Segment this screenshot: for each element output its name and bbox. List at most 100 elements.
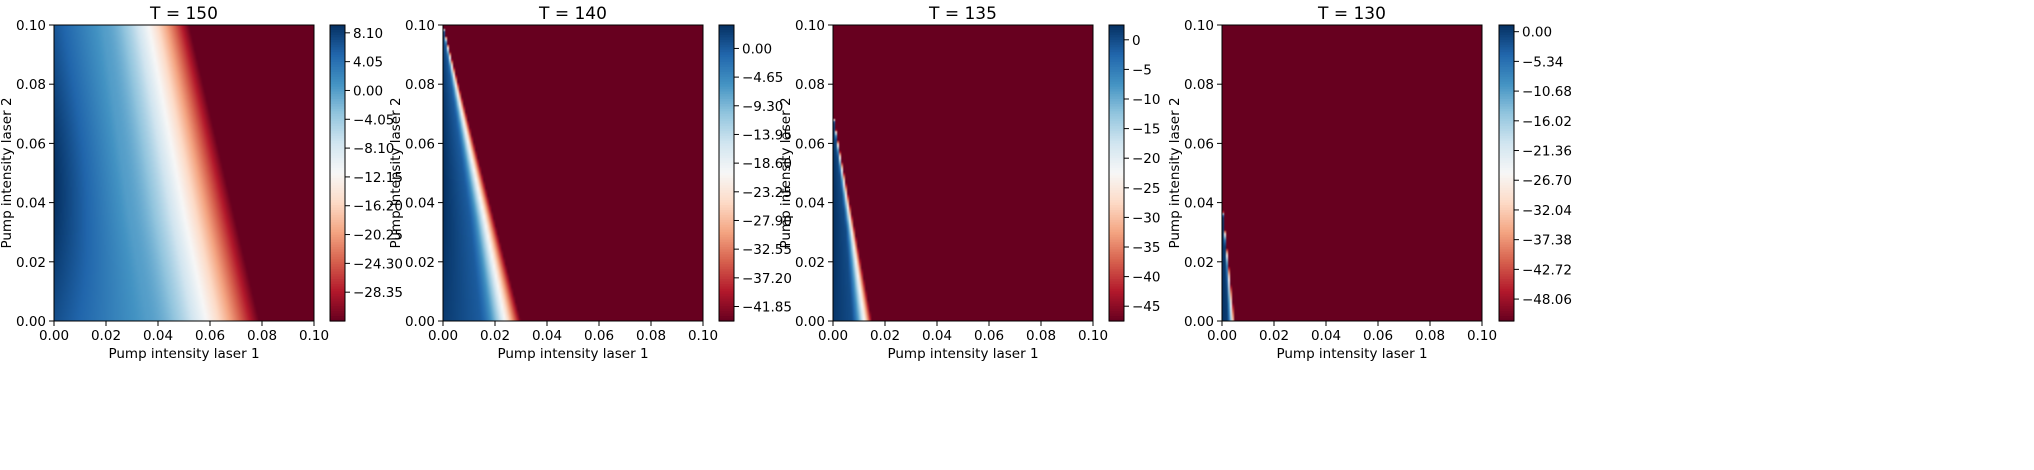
colorbar-segment [719,163,734,167]
colorbar-segment [1109,25,1124,29]
y-tick-label: 0.06 [1184,136,1214,152]
colorbar-segment [1499,242,1514,246]
colorbar-segment [719,25,734,29]
colorbar-segment [1109,274,1124,278]
colorbar-segment [1109,74,1124,78]
axes-frame [442,24,704,322]
colorbar-segment [330,237,345,241]
colorbar-segment [1109,116,1124,120]
colorbar-segment [1109,39,1124,43]
colorbar-tick-label: 0.00 [353,83,383,99]
colorbar-segment [1499,239,1514,243]
colorbar-segment [1109,244,1124,248]
colorbar-segment [1109,163,1124,167]
colorbar-segment [1499,187,1514,191]
colorbar-segment [719,217,734,221]
colorbar-segment [1499,214,1514,218]
colorbar-segment [719,86,734,90]
colorbar-segment [719,66,734,70]
subplot-2: T = 140 0.00 0.02 0.04 0.06 0.08 0.10 0.00 0.02 0… [388,4,792,362]
colorbar-segment [1499,202,1514,206]
colorbar-segment [330,123,345,127]
colorbar-segment [719,254,734,258]
colorbar-segment [330,192,345,196]
colorbar: 0.00 −5.34 −10.68 −16.02 −21.36 −26.70 −32.04 −… [1498,24,1572,322]
colorbar-segment [330,212,345,216]
colorbar-segment [330,32,345,36]
y-tick-label: 0.00 [16,314,46,330]
colorbar-segment [719,197,734,201]
colorbar-segment [1499,247,1514,251]
colorbar-segment [719,249,734,253]
y-tick-label: 0.00 [795,314,825,330]
colorbar-segment [1109,150,1124,154]
subplot-4: T = 130 0.00 0.02 0.04 0.06 0.08 0.10 0.00 0.02 0… [1167,4,1572,362]
colorbar-segment [1499,210,1514,214]
x-axis-label: Pump intensity laser 1 [887,346,1038,362]
colorbar-segment [1109,303,1124,307]
colorbar-segment [330,207,345,211]
colorbar-segment [1109,291,1124,295]
colorbar-segment [1499,37,1514,41]
chart-title: T = 140 [538,4,607,24]
colorbar-segment [330,47,345,51]
colorbar-segment [1109,259,1124,263]
colorbar-tick-label: −32.04 [1522,203,1572,219]
colorbar-segment [1109,276,1124,280]
colorbar-frame [718,24,735,322]
colorbar-segment [330,153,345,157]
colorbar-segment [1109,42,1124,46]
colorbar-tick-label: −40 [1132,270,1161,286]
colorbar-segment [1109,224,1124,228]
colorbar-segment [1109,94,1124,98]
colorbar-segment [1499,44,1514,48]
colorbar-segment [1499,293,1514,297]
colorbar-segment [719,200,734,204]
colorbar-segment [719,96,734,100]
colorbar-segment [330,288,345,292]
y-tick-label: 0.08 [16,77,46,93]
colorbar-tick-label: −41.85 [742,300,792,316]
colorbar-segment [1499,29,1514,33]
colorbar-segment [719,239,734,243]
colorbar-segment [330,136,345,140]
colorbar-tick-label: −30 [1132,210,1161,226]
x-tick-label: 0.00 [428,328,458,344]
colorbar-tick-label: −28.35 [353,285,403,301]
colorbar-segment [719,54,734,58]
colorbar-segment [1499,207,1514,211]
x-tick-label: 0.10 [1467,328,1497,344]
colorbar-segment [330,118,345,122]
colorbar-segment [330,227,345,231]
colorbar-segment [1499,118,1514,122]
colorbar-segment [330,244,345,248]
colorbar-segment [719,318,734,322]
colorbar-segment [330,131,345,135]
colorbar-frame [1108,24,1125,322]
colorbar-segment [1499,64,1514,68]
colorbar-segment [330,52,345,56]
colorbar-segment [719,298,734,302]
colorbar-segment [1499,163,1514,167]
colorbar-segment [1109,232,1124,236]
colorbar-segment [719,279,734,283]
colorbar-segment [1499,288,1514,292]
colorbar-segment [1499,316,1514,320]
colorbar-segment [330,185,345,189]
colorbar-segment [719,101,734,105]
colorbar-segment [1499,84,1514,88]
x-tick-label: 0.06 [1363,328,1393,344]
colorbar-segment [719,62,734,66]
colorbar-segment [1499,249,1514,253]
heatmap-image [54,25,314,321]
colorbar-tick-label: −5.34 [1522,54,1563,70]
colorbar-segment [1499,237,1514,241]
colorbar-segment [330,128,345,132]
colorbar-segment [1499,136,1514,140]
colorbar-segment [1109,101,1124,105]
colorbar-segment [719,57,734,61]
colorbar-tick-label: −45 [1132,299,1161,315]
colorbar-segment [1109,27,1124,31]
colorbar-segment [1499,27,1514,31]
colorbar-tick-label: −25 [1132,181,1161,197]
